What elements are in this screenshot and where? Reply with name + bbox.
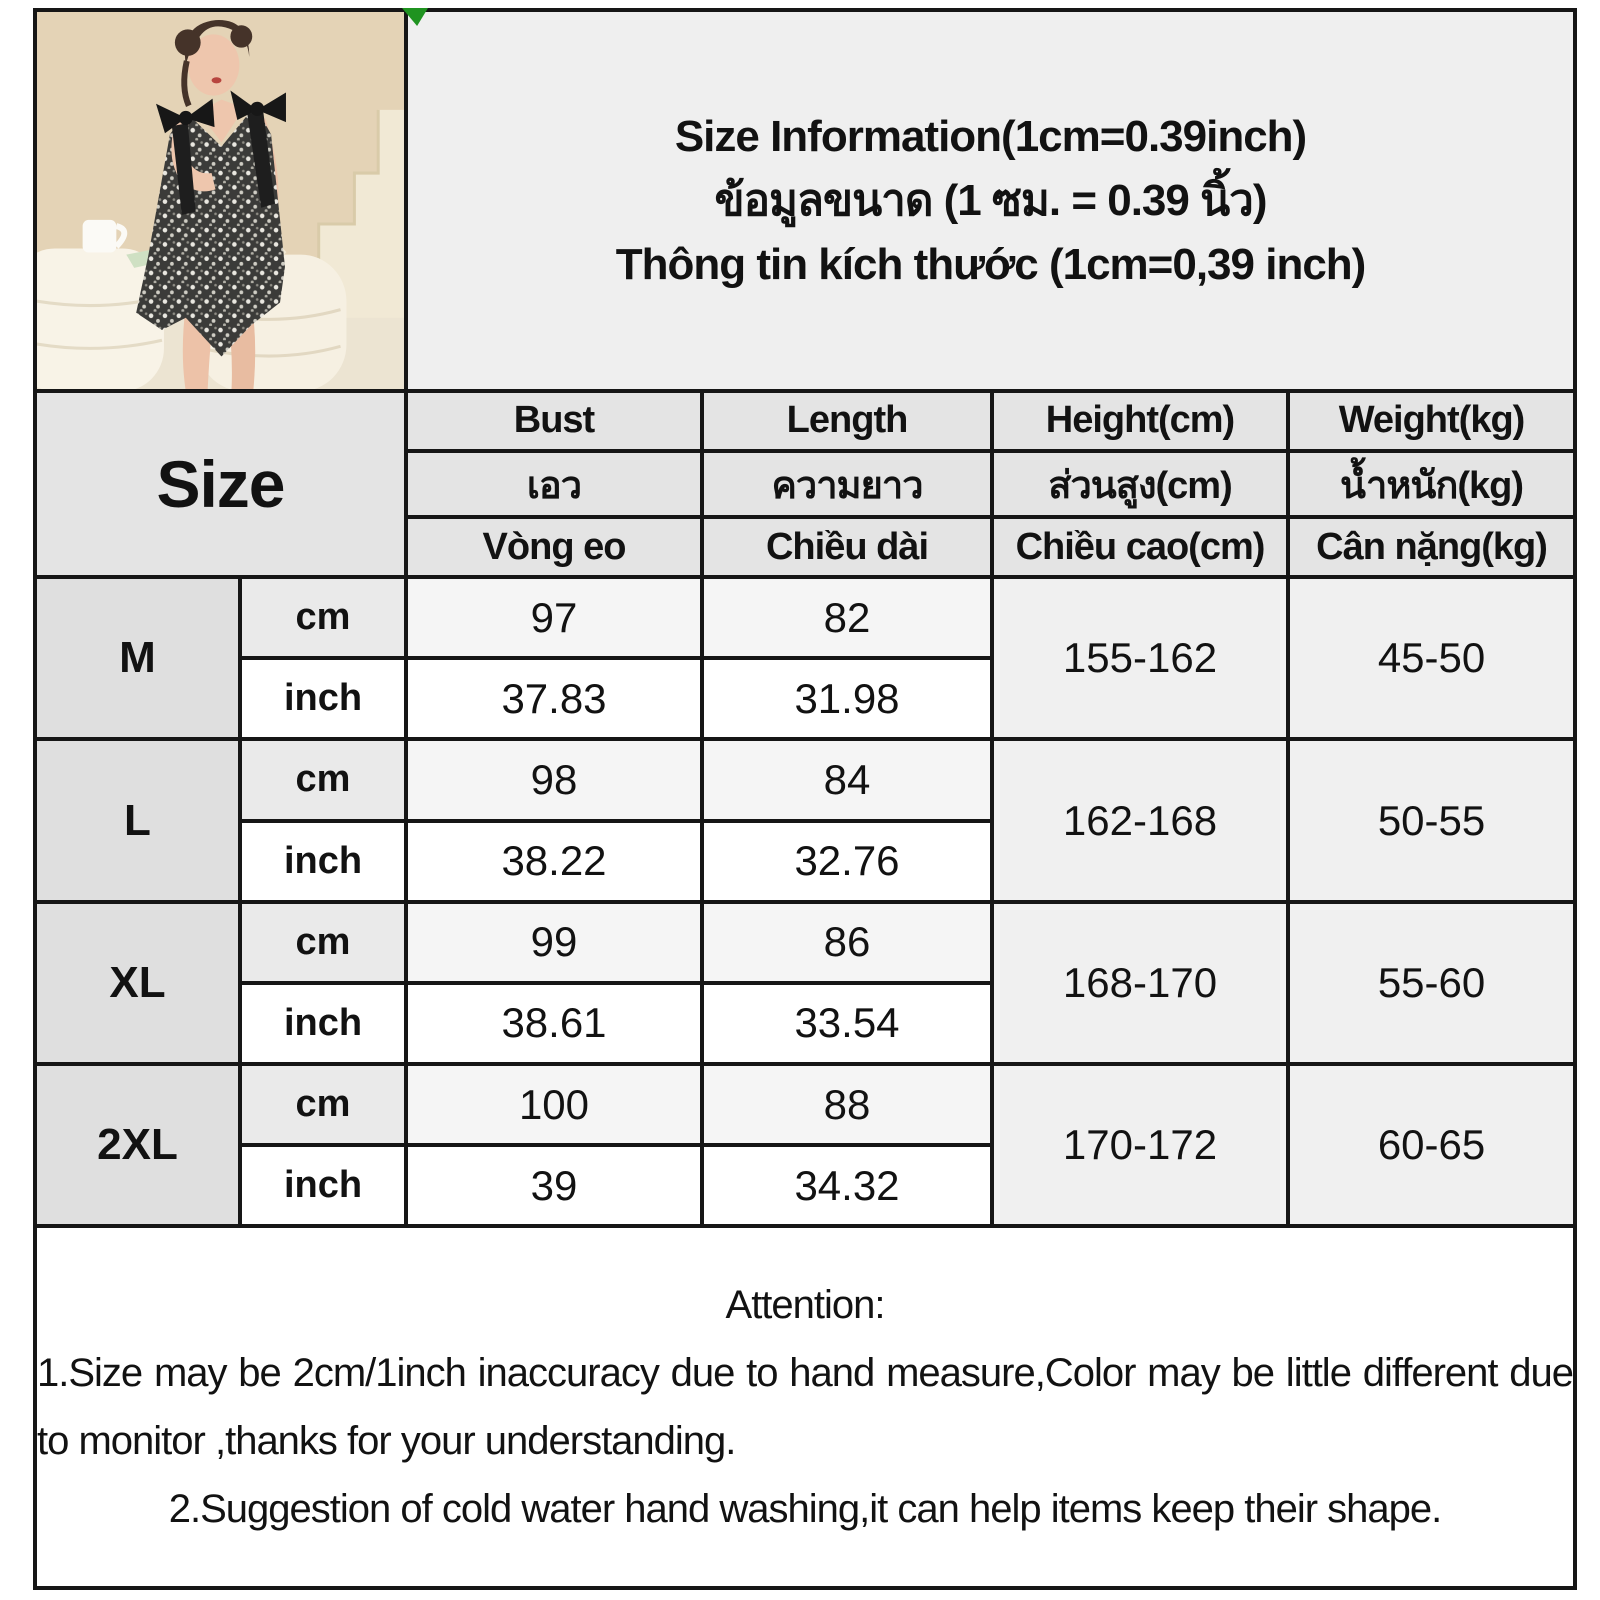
length-header-vi: Chiều dài xyxy=(700,515,994,580)
title-line-th: ข้อมูลขนาด (1 ซม. = 0.39 นิ้ว) xyxy=(714,175,1268,225)
height-range: 170-172 xyxy=(990,1061,1290,1229)
bust-header-vi: Vòng eo xyxy=(404,515,704,580)
unit-label-inch: inch xyxy=(238,656,408,742)
unit-label-inch: inch xyxy=(238,818,408,904)
size-label-xl: XL xyxy=(33,899,242,1067)
height-range: 155-162 xyxy=(990,575,1290,742)
size-label-l: L xyxy=(33,737,242,904)
product-photo-cell xyxy=(33,7,408,394)
title-line-en: Size Information(1cm=0.39inch) xyxy=(674,111,1307,161)
table-row: XL cm 99 86 168-170 55-60 xyxy=(33,899,1578,1067)
length-cm-value: 86 xyxy=(700,899,994,985)
attention-note-1: 1.Size may be 2cm/1inch inaccuracy due t… xyxy=(37,1351,1574,1464)
height-range: 168-170 xyxy=(990,899,1290,1067)
length-inch-value: 32.76 xyxy=(700,818,994,904)
table-row: 2XL cm 100 88 170-172 60-65 xyxy=(33,1061,1578,1229)
bust-cm-value: 100 xyxy=(404,1061,704,1148)
weight-header-vi: Cân nặng(kg) xyxy=(1285,515,1578,580)
weight-header-th: น้ำหนัก(kg) xyxy=(1285,448,1578,520)
length-header-en: Length xyxy=(700,389,994,453)
size-table: Size Information(1cm=0.39inch) ข้อมูลขนา… xyxy=(32,7,1578,1590)
table-row: L cm 98 84 162-168 50-55 xyxy=(33,737,1578,904)
title-block: Size Information(1cm=0.39inch) ข้อมูลขนา… xyxy=(403,7,1578,394)
bust-cm-value: 99 xyxy=(404,899,704,985)
height-range: 162-168 xyxy=(990,737,1290,904)
height-header-vi: Chiều cao(cm) xyxy=(990,515,1290,580)
length-cm-value: 88 xyxy=(700,1061,994,1148)
weight-range: 60-65 xyxy=(1285,1061,1578,1229)
size-label-m: M xyxy=(33,575,242,742)
unit-label-cm: cm xyxy=(238,575,408,661)
bust-cm-value: 97 xyxy=(404,575,704,661)
weight-range: 50-55 xyxy=(1285,737,1578,904)
unit-label-cm: cm xyxy=(238,899,408,985)
bust-header-th: เอว xyxy=(404,448,704,520)
length-inch-value: 31.98 xyxy=(700,656,994,742)
unit-label-inch: inch xyxy=(238,1143,408,1229)
weight-range: 55-60 xyxy=(1285,899,1578,1067)
attention-note-2: 2.Suggestion of cold water hand washing,… xyxy=(168,1487,1443,1532)
size-label-2xl: 2XL xyxy=(33,1061,242,1229)
bust-inch-value: 38.22 xyxy=(404,818,704,904)
bust-inch-value: 39 xyxy=(404,1143,704,1229)
product-photo xyxy=(39,14,402,388)
height-header-th: ส่วนสูง(cm) xyxy=(990,448,1290,520)
weight-range: 45-50 xyxy=(1285,575,1578,742)
unit-label-cm: cm xyxy=(238,737,408,823)
attention-heading: Attention: xyxy=(725,1283,886,1328)
weight-header-en: Weight(kg) xyxy=(1285,389,1578,453)
bust-inch-value: 37.83 xyxy=(404,656,704,742)
length-inch-value: 34.32 xyxy=(700,1143,994,1229)
unit-label-inch: inch xyxy=(238,980,408,1067)
table-row: inch 38.22 32.76 xyxy=(35,818,1575,904)
size-column-header: Size xyxy=(33,389,408,580)
length-header-th: ความยาว xyxy=(700,448,994,520)
table-row: Attention: 1.Size may be 2cm/1inch inacc… xyxy=(32,1224,1578,1590)
height-header-en: Height(cm) xyxy=(990,389,1290,453)
table-row: M cm 97 82 155-162 45-50 xyxy=(33,575,1578,742)
table-row: inch 37.83 31.98 xyxy=(35,656,1575,742)
length-cm-value: 84 xyxy=(700,737,994,823)
bust-inch-value: 38.61 xyxy=(404,980,704,1067)
table-row: inch 38.61 33.54 xyxy=(35,980,1575,1067)
bust-header-en: Bust xyxy=(404,389,704,453)
length-cm-value: 82 xyxy=(700,575,994,661)
unit-label-cm: cm xyxy=(238,1061,408,1148)
bust-cm-value: 98 xyxy=(404,737,704,823)
table-row: inch 39 34.32 xyxy=(35,1143,1575,1229)
title-line-vi: Thông tin kích thước (1cm=0,39 inch) xyxy=(615,239,1367,289)
length-inch-value: 33.54 xyxy=(700,980,994,1067)
attention-section: Attention: 1.Size may be 2cm/1inch inacc… xyxy=(32,1224,1578,1590)
